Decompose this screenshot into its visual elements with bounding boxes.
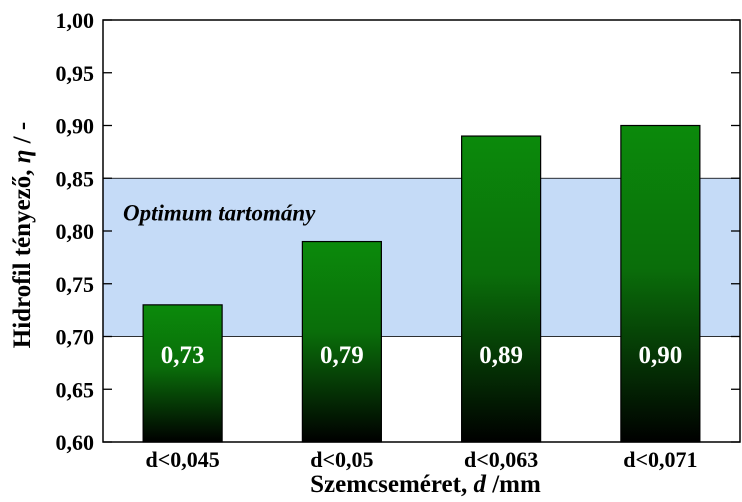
data-label-0: 0,73 [161, 342, 205, 369]
y-axis-title: Hidrofil tényező, η / - [9, 122, 36, 348]
x-tick-label-2: d<0,063 [464, 447, 538, 472]
bar-3 [620, 124, 701, 443]
y-tick-label-7: 0,95 [56, 61, 95, 86]
y-tick-label-0: 0,60 [56, 430, 95, 455]
y-tick-label-1: 0,65 [56, 377, 95, 402]
y-axis-title-symbol: η [9, 150, 36, 164]
data-label-3: 0,90 [639, 342, 683, 369]
x-tick-label-3: d<0,071 [623, 447, 697, 472]
bar-1 [301, 240, 382, 443]
bar-0 [142, 304, 223, 443]
data-label-2: 0,89 [479, 342, 523, 369]
x-axis-title-symbol: d [473, 471, 486, 498]
bar-2 [461, 135, 542, 443]
y-tick-label-8: 1,00 [56, 8, 95, 33]
y-tick-label-3: 0,75 [56, 272, 95, 297]
data-label-1: 0,79 [320, 342, 364, 369]
y-axis-title-prefix: Hidrofil tényező, [9, 163, 36, 348]
y-tick-label-4: 0,80 [56, 219, 95, 244]
y-axis-title-suffix: / - [9, 122, 36, 150]
y-tick-label-6: 0,90 [56, 114, 95, 139]
y-tick-label-5: 0,85 [56, 166, 95, 191]
x-axis-title: Szemcseméret, d /mm [310, 471, 541, 498]
optimum-band-label: Optimum tartomány [123, 200, 316, 225]
x-tick-label-0: d<0,045 [145, 447, 219, 472]
x-axis-title-suffix: /mm [486, 471, 541, 498]
x-axis-title-prefix: Szemcseméret, [310, 471, 473, 498]
y-tick-label-2: 0,70 [56, 325, 95, 350]
x-tick-label-1: d<0,05 [310, 447, 373, 472]
